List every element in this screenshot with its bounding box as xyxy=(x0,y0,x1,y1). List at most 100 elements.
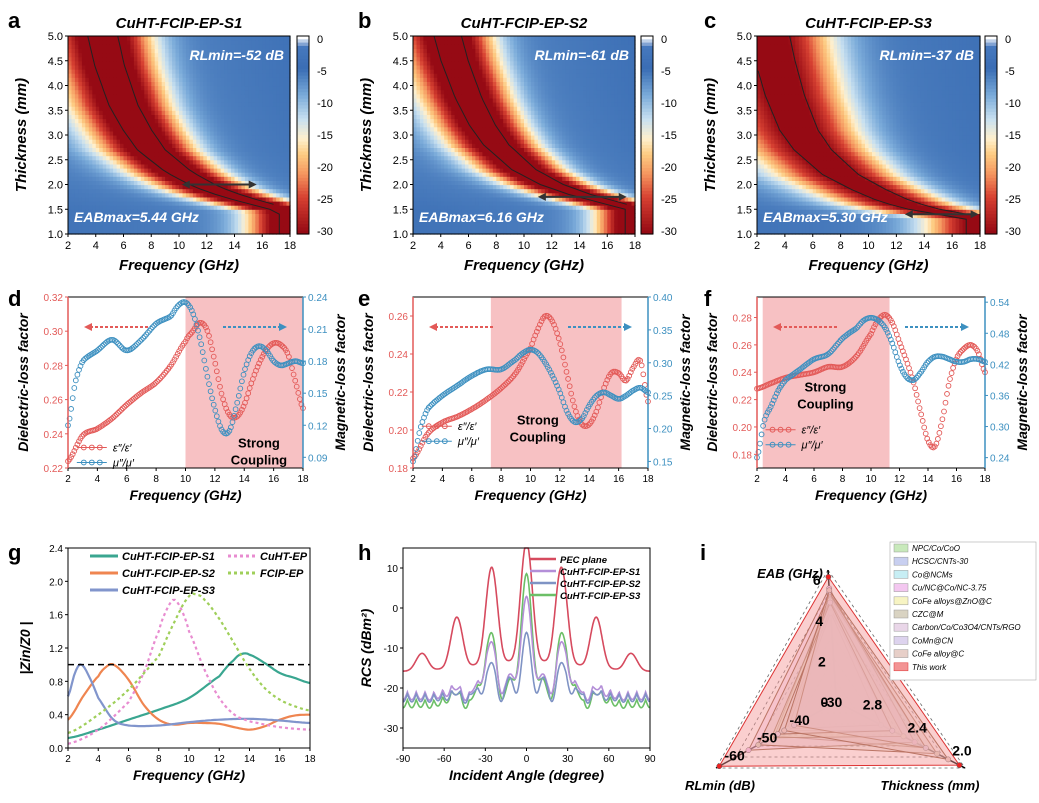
data-point-dielectric xyxy=(596,399,603,406)
legend-label: CuHT-FCIP-EP-S3 xyxy=(560,591,641,602)
data-point-dielectric xyxy=(919,418,926,424)
colorbar-cell xyxy=(297,39,309,44)
legend-label: CoMn@CN xyxy=(912,636,953,645)
colorbar-cell xyxy=(985,164,997,169)
radar-series-2 xyxy=(786,611,882,730)
panel-letter-a: a xyxy=(8,8,21,33)
data-point-magnetic xyxy=(770,397,777,404)
data-point-magnetic xyxy=(772,393,779,400)
data-point-dielectric xyxy=(631,363,637,370)
colorbar-cell xyxy=(641,181,653,186)
data-point-magnetic xyxy=(182,299,189,306)
radar-point xyxy=(934,750,940,757)
loss-plot-d: 2 4 6 8 10 12 14 16 18 0.22 0.24 0.26 0.28 0.30 0.32 0.… xyxy=(15,293,348,503)
y-tick-label: 2.4 xyxy=(49,544,63,555)
legend-marker xyxy=(425,438,432,445)
colorbar-cell xyxy=(985,92,997,96)
colorbar-cell xyxy=(641,154,653,159)
x-tick-label: 4 xyxy=(783,474,789,485)
y-tick-label: 0.26 xyxy=(733,341,753,352)
eab-arrow-head xyxy=(248,180,257,189)
y-tick-label: 0.20 xyxy=(389,426,409,437)
data-point-magnetic xyxy=(852,325,859,332)
x-axis-label: Frequency (GHz) xyxy=(464,257,584,274)
data-point-dielectric xyxy=(220,396,226,403)
data-point-magnetic xyxy=(231,412,237,419)
y2-tick-label: 0.24 xyxy=(308,293,328,304)
colorbar-cell xyxy=(985,82,997,87)
data-point-magnetic xyxy=(760,423,766,429)
colorbar-cell xyxy=(297,52,309,57)
y2-tick-label: 0.42 xyxy=(990,360,1010,371)
legend-marker xyxy=(441,438,448,445)
radar-point xyxy=(716,763,723,770)
colorbar-cell xyxy=(985,174,997,179)
legend-marker xyxy=(769,426,776,433)
data-point-magnetic xyxy=(226,428,233,434)
colorbar-tick: -30 xyxy=(317,226,333,238)
y2-axis-label: Magnetic-loss factor xyxy=(332,313,348,451)
colorbar-cell xyxy=(297,49,309,54)
x-axis-label: Frequency (GHz) xyxy=(129,487,241,503)
colorbar-cell xyxy=(641,55,653,60)
data-point-dielectric xyxy=(203,324,209,331)
x-axis-label: Frequency (GHz) xyxy=(119,257,239,274)
rl-min-annotation: RLmin=-52 dB xyxy=(189,47,284,63)
x-tick-label: 18 xyxy=(297,474,309,485)
colorbar-cell xyxy=(985,95,997,100)
legend-label: PEC plane xyxy=(560,555,608,566)
data-point-dielectric xyxy=(182,338,189,345)
colorbar-cell xyxy=(641,108,653,113)
colorbar-cell xyxy=(641,82,653,87)
data-point-dielectric xyxy=(157,375,164,382)
legend-label: μ″/μ′ xyxy=(801,440,824,452)
data-point-magnetic xyxy=(113,339,120,345)
colorbar-cell xyxy=(297,108,309,113)
data-point-dielectric xyxy=(425,429,432,436)
data-point-dielectric xyxy=(213,368,220,375)
data-point-dielectric xyxy=(278,342,284,348)
data-point-magnetic xyxy=(836,339,842,345)
data-point-magnetic xyxy=(577,417,584,423)
data-point-dielectric xyxy=(557,341,564,347)
data-point-magnetic xyxy=(217,423,223,429)
data-point-dielectric xyxy=(110,414,117,421)
x-tick-label: 0 xyxy=(524,754,530,765)
colorbar-cell xyxy=(985,181,997,186)
colorbar-frame xyxy=(296,35,310,235)
data-point-dielectric xyxy=(938,423,944,430)
colorbar-cell xyxy=(641,62,653,67)
data-point-dielectric xyxy=(173,353,179,360)
legend-label: ε″/ε′ xyxy=(113,442,133,454)
colorbar-cell xyxy=(985,118,997,123)
data-point-magnetic xyxy=(242,366,248,372)
legend-label: CZC@M xyxy=(912,610,944,619)
x-tick-label: 8 xyxy=(498,474,504,485)
chart-title: CuHT-FCIP-EP-S2 xyxy=(461,15,588,32)
data-point-dielectric xyxy=(956,350,963,357)
colorbar-tick: -15 xyxy=(317,130,333,142)
data-point-magnetic xyxy=(428,401,435,408)
data-point-dielectric xyxy=(151,381,158,388)
y-tick-label: 0.20 xyxy=(733,423,753,434)
eab-tick: 2 xyxy=(818,653,826,669)
data-point-dielectric xyxy=(223,405,230,412)
data-point-magnetic xyxy=(192,316,198,322)
data-point-dielectric xyxy=(907,369,914,376)
data-point-magnetic xyxy=(549,372,556,379)
y-tick-label: 4.5 xyxy=(48,56,63,68)
data-point-magnetic xyxy=(767,404,774,410)
data-point-magnetic xyxy=(99,343,106,349)
legend-swatch xyxy=(893,570,909,579)
colorbar-cell xyxy=(985,111,997,116)
radar-point xyxy=(774,731,781,737)
data-point-magnetic xyxy=(199,349,206,355)
x-tick-label: -60 xyxy=(437,754,452,765)
y-tick-label: 2.0 xyxy=(737,180,752,192)
x-tick-label: 10 xyxy=(183,754,195,765)
data-point-magnetic xyxy=(270,357,277,364)
colorbar-tick: -5 xyxy=(1005,66,1015,78)
y-tick-label: 4.5 xyxy=(737,56,752,68)
data-point-magnetic xyxy=(228,424,234,431)
colorbar-frame xyxy=(640,35,654,235)
